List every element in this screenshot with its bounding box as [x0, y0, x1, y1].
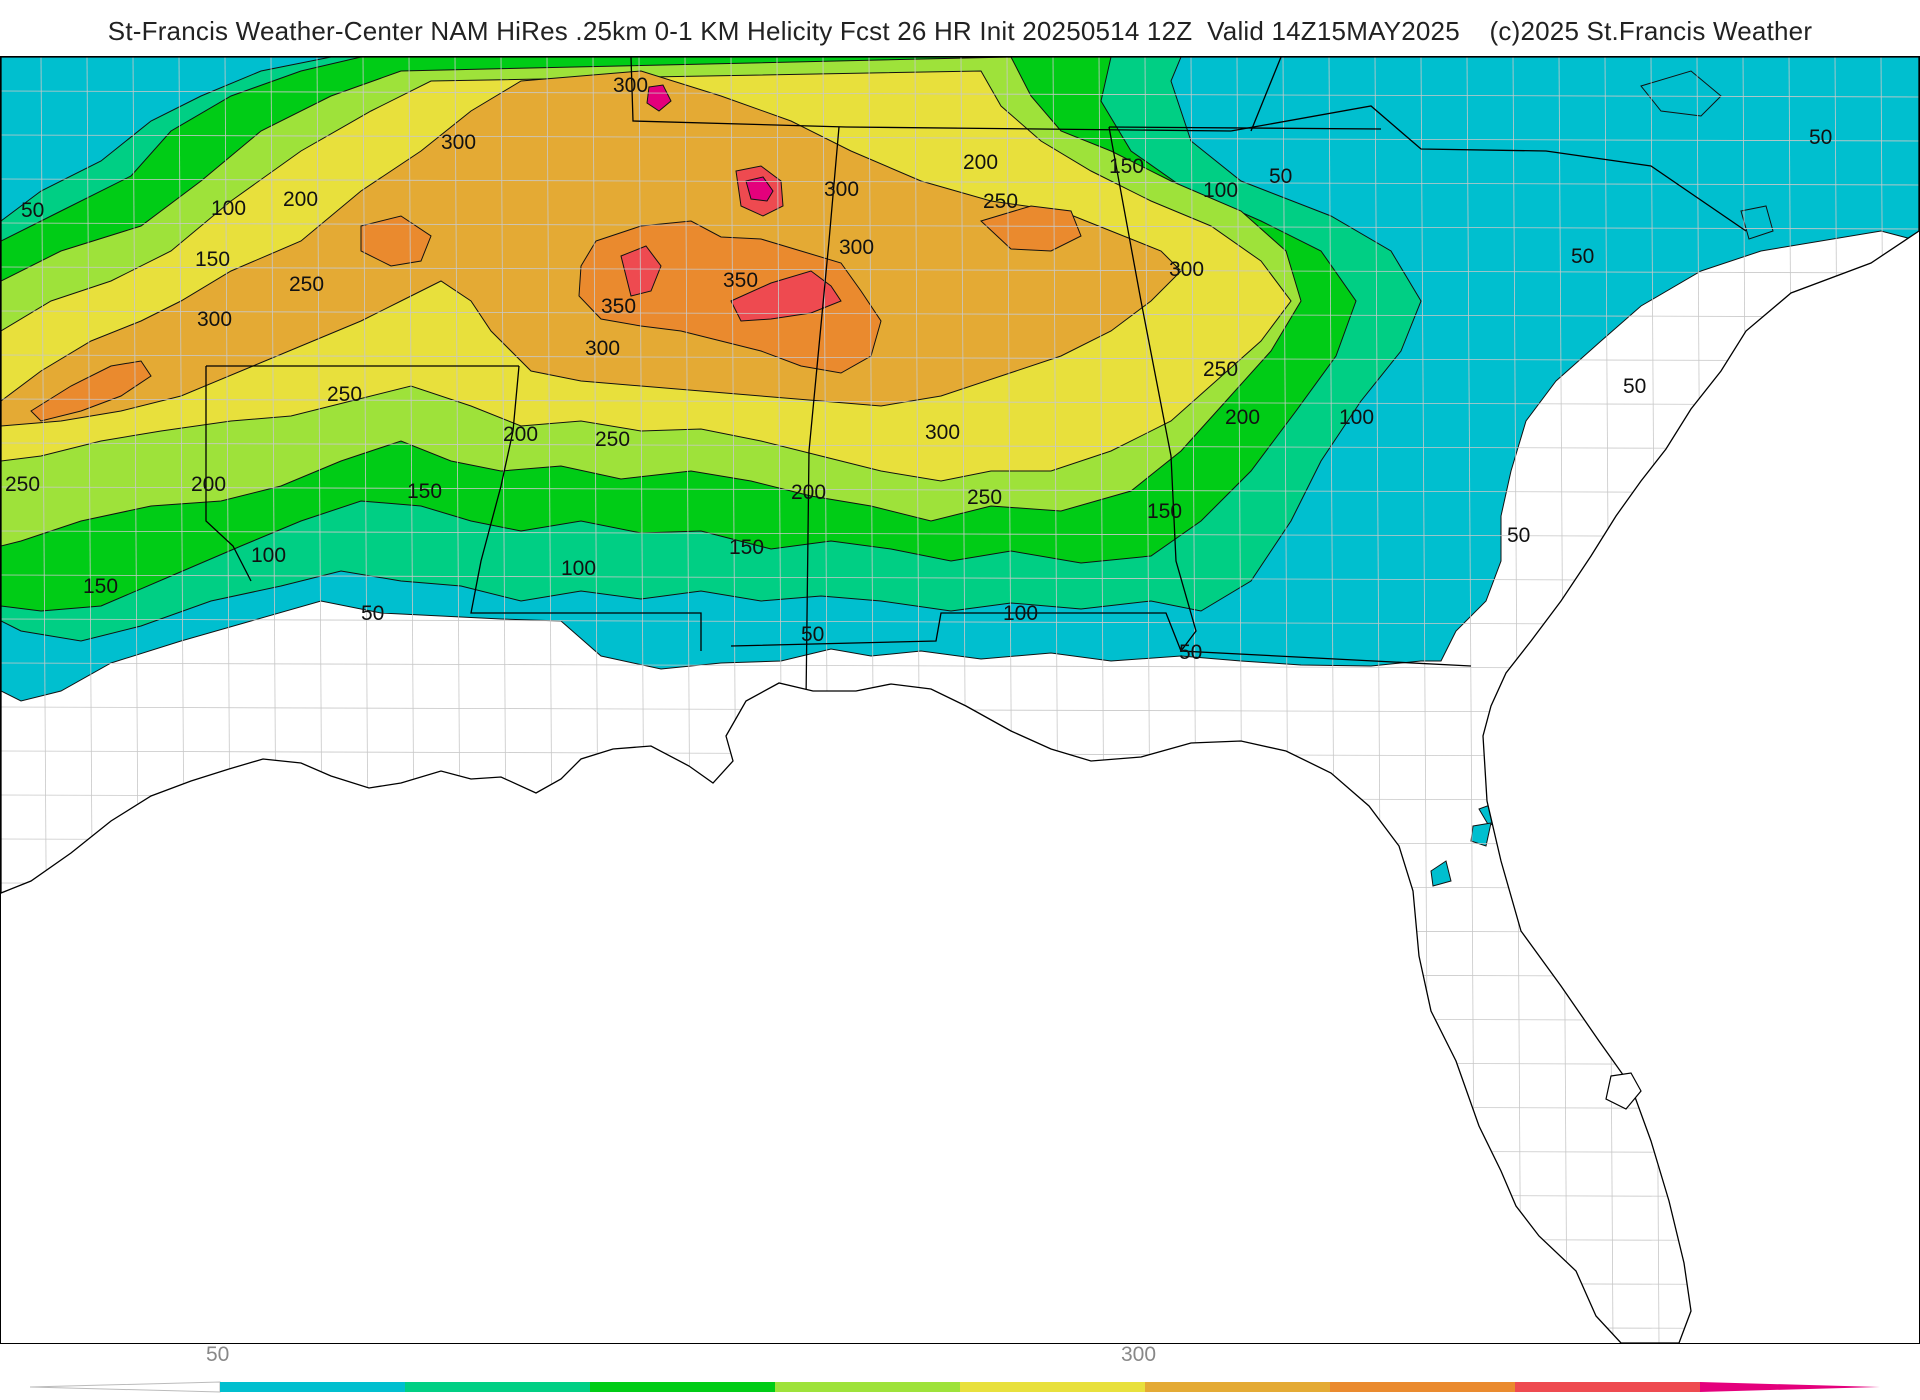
- colorbar-segment: [1330, 1382, 1515, 1392]
- contour-label: 150: [83, 575, 118, 598]
- colorbar-tick-label: 50: [206, 1343, 230, 1366]
- contour-label: 100: [1339, 406, 1374, 429]
- contour-label: 100: [211, 197, 246, 220]
- contour-label: 50: [1571, 245, 1594, 268]
- state-border: [630, 57, 1232, 132]
- contour-label: 100: [561, 557, 596, 580]
- contour-labels: 300 300 300 300 300 300 300 300 350 350 …: [5, 74, 1832, 664]
- helicity-band-7: [730, 270, 842, 322]
- helicity-band-8: [745, 176, 774, 202]
- contour-label: 150: [1109, 155, 1144, 178]
- colorbar-tick-label: 300: [1121, 1343, 1157, 1366]
- colorbar-high-arrow: [1700, 1382, 1880, 1392]
- contour-label: 100: [251, 544, 286, 567]
- contour-label: 300: [613, 74, 648, 97]
- contour-label: 300: [1169, 258, 1204, 281]
- contour-label: 300: [197, 308, 232, 331]
- map-panel: 300 300 300 300 300 300 300 300 350 350 …: [0, 56, 1920, 1344]
- colorbar-segment: [405, 1382, 590, 1392]
- colorbar-low-arrow: [29, 1381, 221, 1393]
- contour-label: 50: [361, 602, 384, 625]
- state-border: [805, 126, 840, 702]
- state-border: [205, 366, 252, 582]
- contour-label: 50: [801, 623, 824, 646]
- contour-label: 250: [983, 190, 1018, 213]
- contour-label: 150: [729, 536, 764, 559]
- contour-label: 250: [5, 473, 40, 496]
- helicity-cell: [1740, 205, 1774, 240]
- contour-label: 300: [441, 131, 476, 154]
- contour-label: 200: [791, 481, 826, 504]
- state-border: [470, 365, 702, 651]
- contour-label: 50: [1269, 165, 1292, 188]
- state-border: [730, 612, 1182, 652]
- coastline: [1, 57, 1919, 1343]
- contour-label: 100: [1003, 602, 1038, 625]
- lake-outline: [1605, 1072, 1642, 1110]
- contour-label: 200: [283, 188, 318, 211]
- contour-label: 200: [503, 423, 538, 446]
- contour-label: 250: [1203, 358, 1238, 381]
- contour-label: 300: [824, 178, 859, 201]
- contour-label: 250: [595, 428, 630, 451]
- contour-label: 250: [327, 383, 362, 406]
- contour-label: 350: [723, 269, 758, 292]
- contour-label: 250: [289, 273, 324, 296]
- state-border: [1108, 126, 1382, 130]
- colorbar-segment: [1145, 1382, 1330, 1392]
- colorbar: [29, 1381, 1880, 1393]
- helicity-band-6: [980, 205, 1082, 252]
- contour-label: 50: [1623, 375, 1646, 398]
- colorbar-segment: [590, 1382, 775, 1392]
- helicity-cell: [1430, 860, 1452, 887]
- helicity-band-8: [646, 84, 672, 112]
- contour-label: 200: [963, 151, 998, 174]
- helicity-band-6: [360, 215, 432, 267]
- helicity-fill-layer: [1, 57, 1919, 887]
- contour-label: 50: [1179, 641, 1202, 664]
- contour-label: 300: [925, 421, 960, 444]
- colorbar-segment: [960, 1382, 1145, 1392]
- colorbar-segment: [220, 1382, 405, 1392]
- map-title: St-Francis Weather-Center NAM HiRes .25k…: [107, 16, 1813, 46]
- contour-label: 150: [407, 480, 442, 503]
- contour-label: 50: [1809, 126, 1832, 149]
- contour-label: 100: [1203, 179, 1238, 202]
- helicity-cell: [1470, 822, 1492, 847]
- state-borders: [205, 57, 1747, 702]
- helicity-cell: [1640, 70, 1722, 117]
- contour-label: 150: [195, 248, 230, 271]
- colorbar-segment: [1515, 1382, 1700, 1392]
- contour-label: 300: [585, 337, 620, 360]
- contour-label: 50: [1507, 524, 1530, 547]
- helicity-band-7: [620, 245, 662, 297]
- contour-label: 300: [839, 236, 874, 259]
- state-border: [1250, 57, 1282, 132]
- helicity-band-6: [30, 360, 152, 422]
- colorbar-segment: [775, 1382, 960, 1392]
- contour-label: 350: [601, 295, 636, 318]
- state-border: [1230, 105, 1747, 232]
- contour-label: 150: [1147, 500, 1182, 523]
- contour-label: 250: [967, 486, 1002, 509]
- contour-label: 200: [1225, 406, 1260, 429]
- contour-label: 50: [21, 199, 44, 222]
- contour-label: 200: [191, 473, 226, 496]
- coastline-path: [1, 57, 1919, 1343]
